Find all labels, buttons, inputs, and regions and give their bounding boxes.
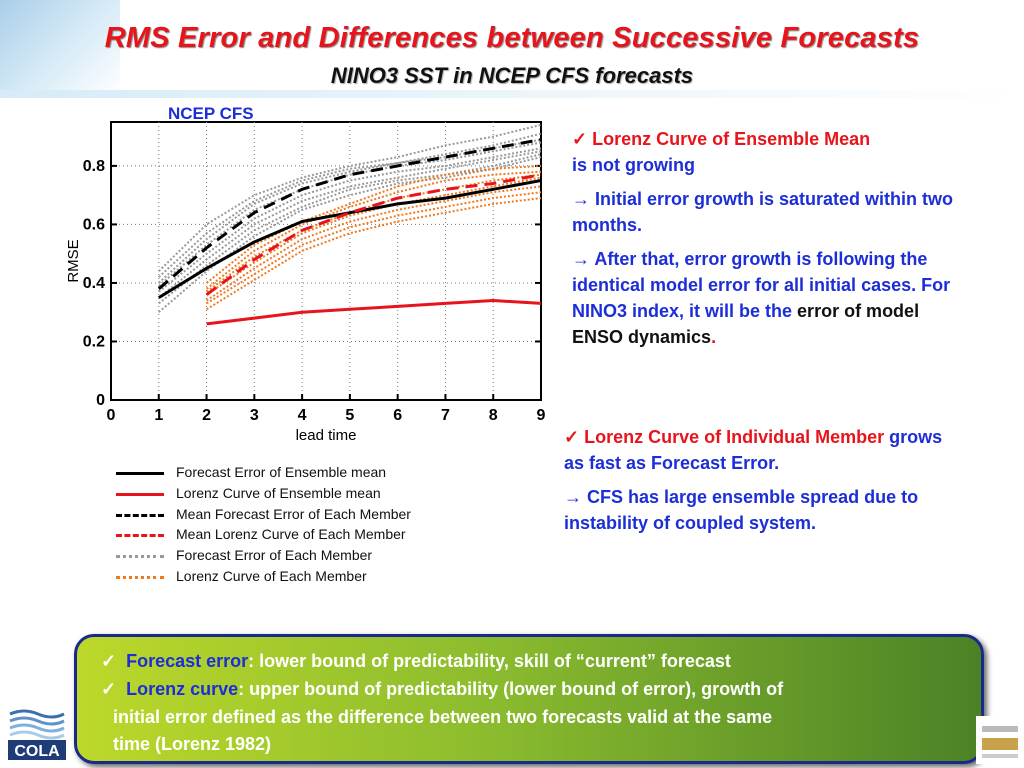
member-line: [158, 123, 542, 272]
series-line: [158, 179, 542, 299]
y-tick-label: 0: [96, 392, 105, 409]
member-line: [158, 132, 542, 278]
page-subtitle: NINO3 SST in NCEP CFS forecasts: [330, 63, 694, 88]
cola-logo: COLA: [8, 709, 66, 760]
legend-swatch: [116, 575, 164, 579]
x-tick-label: 3: [250, 407, 259, 424]
page-title: RMS Error and Differences between Succes…: [104, 22, 920, 54]
legend-item: Lorenz Curve of Ensemble mean: [112, 483, 492, 504]
member-line: [158, 138, 542, 284]
summary-box: ✓ Forecast error: lower bound of predict…: [74, 634, 984, 764]
series-line: [157, 138, 542, 290]
note-item: ✓ Lorenz Curve of Individual Member grow…: [564, 427, 943, 473]
rmse-chart: 0 1 2 3 4 5 6 7 8 9 0 0.2 0.4 0.6 0.8 lead time RMSE: [65, 121, 546, 444]
note-item: → Initial error growth is saturated with…: [572, 189, 954, 235]
y-tick-label: 0.2: [83, 333, 105, 350]
member-line: [158, 147, 542, 293]
member-line: [206, 185, 542, 302]
legend-item: Forecast Error of Each Member: [112, 545, 492, 566]
x-tick-label: 0: [107, 407, 116, 424]
x-tick-label: 6: [393, 407, 402, 424]
x-tick-label: 8: [489, 407, 498, 424]
summary-line: initial error defined as the difference …: [113, 707, 773, 727]
legend-item: Mean Forecast Error of Each Member: [112, 504, 492, 525]
x-tick-label: 4: [298, 407, 307, 424]
x-axis-label: lead time: [296, 427, 357, 444]
y-tick-label: 0.6: [83, 216, 105, 233]
legend-label: Forecast Error of Each Member: [176, 547, 373, 564]
note-item: ✓ Lorenz Curve of Ensemble Mean is not g…: [572, 129, 871, 175]
check-icon: ✓: [101, 651, 117, 671]
university-logo: [976, 716, 1024, 764]
member-line: [205, 164, 542, 284]
x-tick-label: 5: [345, 407, 354, 424]
series-line: [205, 173, 542, 296]
legend-swatch: [116, 555, 164, 559]
plot-frame: [110, 121, 542, 401]
legend-item: Mean Lorenz Curve of Each Member: [112, 524, 492, 545]
x-tick-label: 1: [154, 407, 163, 424]
y-tick-label: 0.4: [83, 275, 105, 292]
summary-line: ✓ Lorenz curve: upper bound of predictab…: [101, 679, 784, 699]
legend-swatch: [116, 492, 164, 496]
legend-swatch: [116, 534, 164, 538]
legend-label: Forecast Error of Ensemble mean: [176, 464, 387, 480]
legend-label: Mean Lorenz Curve of Each Member: [176, 526, 406, 543]
notes-bottom: ✓ Lorenz Curve of Individual Member grow…: [564, 424, 964, 544]
x-tick-label: 7: [441, 407, 450, 424]
note-item: → CFS has large ensemble spread due to i…: [564, 487, 919, 533]
chart-legend: Forecast Error of Ensemble mean Lorenz C…: [112, 462, 492, 587]
check-icon: ✓: [101, 679, 117, 699]
logo-text: COLA: [14, 743, 60, 760]
member-line: [206, 191, 542, 305]
x-tick-label: 2: [202, 407, 211, 424]
summary-line: time (Lorenz 1982): [113, 734, 272, 754]
summary-line: ✓ Forecast error: lower bound of predict…: [101, 651, 731, 671]
header-band: [0, 90, 1024, 98]
x-tick-label: 9: [537, 407, 546, 424]
member-line: [158, 150, 542, 299]
legend-label: Lorenz Curve of Each Member: [176, 567, 367, 584]
background-decoration: [0, 0, 120, 95]
member-line: [158, 141, 542, 287]
chart-label: NCEP CFS: [168, 104, 254, 123]
series-line: [206, 299, 542, 326]
legend-item: Lorenz Curve of Each Member: [112, 566, 492, 587]
notes-top: ✓ Lorenz Curve of Ensemble Mean is not g…: [572, 126, 972, 358]
member-line: [205, 170, 542, 290]
member-line: [206, 197, 542, 311]
member-line: [158, 153, 542, 305]
legend-swatch: [116, 513, 164, 517]
legend-item: Forecast Error of Ensemble mean: [112, 462, 492, 483]
note-item: → After that, error growth is following …: [572, 249, 951, 347]
y-tick-label: 0.8: [83, 158, 105, 175]
y-axis-label: RMSE: [65, 239, 82, 282]
legend-label: Lorenz Curve of Ensemble mean: [176, 484, 381, 501]
legend-swatch: [116, 472, 164, 475]
legend-label: Mean Forecast Error of Each Member: [176, 505, 411, 522]
